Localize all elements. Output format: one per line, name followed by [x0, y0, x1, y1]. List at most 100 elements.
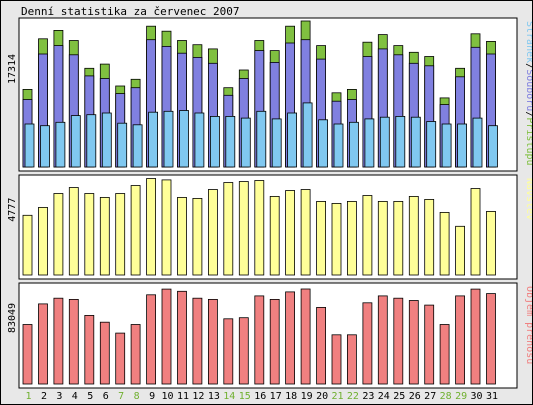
- day-label-7: 7: [118, 391, 124, 402]
- bar-Objem přenosu-9: [146, 294, 157, 385]
- bar-Objem přenosu-10: [161, 288, 172, 385]
- day-label-12: 12: [192, 391, 204, 402]
- bar-Návštěv-13: [207, 189, 218, 276]
- bar-Návštěv-25: [393, 200, 404, 276]
- bar-Objem přenosu-19: [300, 288, 311, 385]
- bar-Objem přenosu-8: [130, 324, 141, 385]
- bar-Návštěv-26: [408, 195, 419, 276]
- bar-Stránek-8: [132, 124, 143, 168]
- day-label-8: 8: [134, 391, 140, 402]
- bar-Stránek-5: [86, 114, 97, 168]
- day-label-16: 16: [254, 391, 266, 402]
- bar-Návštěv-17: [269, 195, 280, 276]
- bar-Objem přenosu-20: [316, 306, 327, 385]
- bar-Objem přenosu-4: [68, 298, 79, 385]
- bar-Stránek-23: [364, 118, 375, 168]
- bar-Objem přenosu-6: [99, 321, 110, 385]
- bar-Stránek-12: [194, 112, 205, 168]
- day-label-3: 3: [56, 391, 62, 402]
- legend-3: Objem přenosu: [524, 286, 532, 364]
- bar-Stránek-19: [302, 102, 313, 168]
- day-label-25: 25: [393, 391, 405, 402]
- bar-Návštěv-28: [439, 211, 450, 276]
- day-label-28: 28: [440, 391, 452, 402]
- bar-Stránek-17: [271, 118, 282, 168]
- bar-Návštěv-27: [424, 198, 435, 276]
- day-label-4: 4: [72, 391, 78, 402]
- day-label-10: 10: [161, 391, 173, 402]
- day-label-29: 29: [455, 391, 467, 402]
- day-label-24: 24: [378, 391, 390, 402]
- bar-Stránek-25: [395, 116, 406, 168]
- bar-Objem přenosu-29: [455, 295, 466, 385]
- bar-Návštěv-16: [254, 180, 265, 276]
- bar-Návštěv-19: [300, 189, 311, 276]
- day-label-27: 27: [424, 391, 436, 402]
- bar-Objem přenosu-12: [192, 297, 203, 385]
- day-label-1: 1: [25, 391, 31, 402]
- legend-separator: /: [524, 63, 532, 69]
- bar-Objem přenosu-30: [470, 288, 481, 385]
- bar-Návštěv-31: [486, 210, 496, 276]
- bar-Návštěv-2: [38, 206, 48, 276]
- day-label-17: 17: [270, 391, 282, 402]
- bar-Návštěv-11: [177, 196, 187, 276]
- bar-Stránek-26: [410, 116, 421, 168]
- bar-Stránek-22: [348, 121, 359, 168]
- bar-Objem přenosu-13: [207, 298, 218, 385]
- bar-Stránek-24: [379, 116, 390, 168]
- bar-Stránek-7: [117, 122, 128, 168]
- bar-Stránek-18: [287, 112, 298, 168]
- day-label-18: 18: [285, 391, 297, 402]
- day-label-31: 31: [486, 391, 498, 402]
- bar-Objem přenosu-31: [486, 293, 496, 385]
- day-label-6: 6: [103, 391, 109, 402]
- bar-Objem přenosu-17: [269, 298, 280, 385]
- bar-Návštěv-1: [22, 214, 33, 276]
- bar-Návštěv-20: [316, 200, 327, 276]
- bar-Návštěv-9: [146, 178, 157, 276]
- day-label-9: 9: [149, 391, 155, 402]
- y-max-label-1: 17314: [7, 54, 18, 84]
- bar-Stránek-20: [318, 119, 329, 168]
- bar-Stránek-14: [225, 116, 236, 168]
- bar-Návštěv-18: [285, 190, 296, 276]
- legend-entry-Stránek: Stránek: [524, 21, 532, 63]
- bar-Návštěv-7: [115, 193, 126, 276]
- bar-Stránek-30: [472, 117, 483, 168]
- legend-entry-Objem přenosu: Objem přenosu: [524, 286, 532, 364]
- bar-Stránek-28: [441, 123, 452, 168]
- y-max-label-2: 4777: [7, 198, 18, 222]
- day-label-21: 21: [331, 391, 343, 402]
- bar-Objem přenosu-28: [439, 324, 450, 385]
- bar-Návštěv-8: [130, 185, 141, 276]
- bar-Návštěv-23: [362, 195, 373, 276]
- bar-Návštěv-22: [346, 200, 357, 276]
- day-label-23: 23: [362, 391, 374, 402]
- bar-Návštěv-21: [331, 202, 342, 276]
- bar-Návštěv-3: [53, 193, 64, 276]
- day-label-13: 13: [208, 391, 220, 402]
- bar-Návštěv-29: [455, 225, 466, 276]
- bar-Objem přenosu-1: [22, 324, 33, 385]
- bar-Objem přenosu-7: [115, 332, 126, 385]
- bar-Objem přenosu-18: [285, 291, 296, 385]
- bar-Objem přenosu-15: [238, 317, 249, 385]
- bar-Stránek-9: [148, 111, 159, 168]
- legend-entry-Návštěv: Návštěv: [524, 178, 532, 220]
- bar-Návštěv-12: [192, 197, 203, 276]
- legend-entry-Souborů: Souborů: [524, 69, 532, 111]
- bar-Návštěv-15: [238, 181, 249, 276]
- legend-2: Návštěv: [524, 178, 532, 220]
- bar-Stránek-6: [101, 112, 112, 168]
- day-label-14: 14: [223, 391, 235, 402]
- bar-Stránek-16: [256, 110, 267, 168]
- bar-Návštěv-30: [470, 188, 481, 276]
- bar-Objem přenosu-2: [38, 303, 48, 385]
- bar-Stránek-3: [55, 121, 66, 168]
- bar-Návštěv-6: [99, 196, 110, 276]
- bar-Objem přenosu-25: [393, 297, 404, 385]
- bar-Objem přenosu-3: [53, 297, 64, 385]
